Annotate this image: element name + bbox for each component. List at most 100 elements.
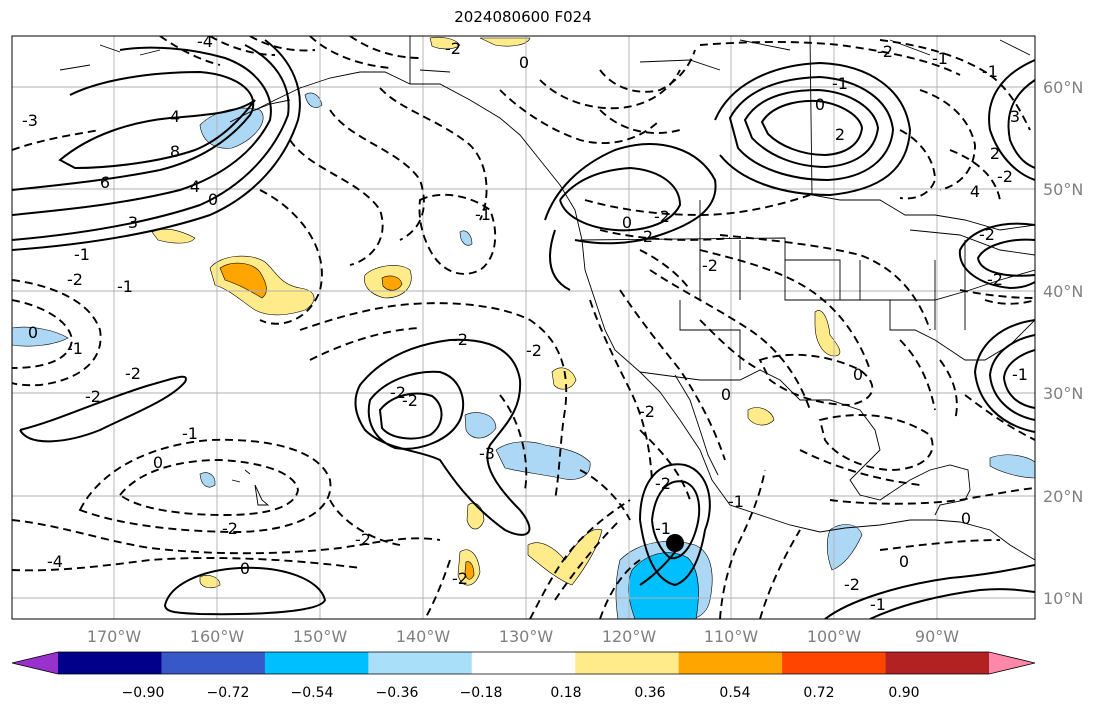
contour-label: -1 <box>832 74 848 93</box>
contour-labels: -4-3 486 430-1-2 -10-1-2-2-10-2-20-4-2-20-2… <box>22 32 1028 614</box>
latitude-labels: 60°N 50°N 40°N 30°N 20°N 10°N <box>1043 78 1083 608</box>
contour-label: 0 <box>815 95 825 114</box>
map-title: 2024080600 F024 <box>454 8 592 26</box>
map-panel <box>12 36 1035 619</box>
lon-label: 100°W <box>807 627 862 646</box>
contour-label: -2 <box>445 39 461 58</box>
contour-label: -4 <box>197 32 213 51</box>
lon-label: 140°W <box>396 627 451 646</box>
contour-label: 6 <box>100 173 110 192</box>
contour-label: 0 <box>28 323 38 342</box>
negative-area <box>464 412 497 439</box>
lat-label: 60°N <box>1043 78 1083 97</box>
colorbar-segment <box>782 652 887 674</box>
contour-label: -1 <box>182 424 198 443</box>
contour-label: -1 <box>870 595 886 614</box>
contour-label: 2 <box>835 125 845 144</box>
colorbar-segment <box>575 652 680 674</box>
contour-label: 8 <box>170 142 180 161</box>
colorbar-outline <box>11 651 1036 675</box>
contour-label: 0 <box>899 552 909 571</box>
contour-label: -2 <box>452 330 468 349</box>
negative-area <box>304 92 323 108</box>
contour-label: -4 <box>47 552 63 571</box>
lat-label: 20°N <box>1043 487 1083 506</box>
contour-label: -2 <box>125 364 141 383</box>
contour-label: -2 <box>390 383 406 402</box>
colorbar-extend-min <box>12 652 58 674</box>
positive-area <box>527 528 603 586</box>
contour-label: -2 <box>67 270 83 289</box>
contour-label: -2 <box>526 341 542 360</box>
contour-label: 4 <box>170 107 180 126</box>
storm-center-marker <box>666 534 684 552</box>
lon-label: 170°W <box>87 627 142 646</box>
negative-area <box>989 454 1035 479</box>
colorbar-segment <box>58 652 162 674</box>
strong-positive-area <box>219 262 267 299</box>
contour-label: 3 <box>128 213 138 232</box>
positive-area <box>551 367 577 390</box>
contour-label: 0 <box>853 365 863 384</box>
contour-label: -3 <box>22 111 38 130</box>
positive-area <box>479 37 531 47</box>
contour-label: 0 <box>519 53 529 72</box>
lon-label: 110°W <box>704 627 759 646</box>
contour-label: -2 <box>655 474 671 493</box>
contour-label: -2 <box>877 42 893 61</box>
contour-label: -1 <box>1012 365 1028 384</box>
contour-label: -2 <box>987 270 1003 289</box>
lon-label: 160°W <box>190 627 245 646</box>
contour-label: -1 <box>117 277 133 296</box>
contour-label: -1 <box>655 519 671 538</box>
contour-label: -2 <box>639 402 655 421</box>
positive-area <box>747 407 775 426</box>
colorbar-segment <box>678 652 783 674</box>
negative-area <box>459 230 473 246</box>
colorbar-segment <box>885 652 990 674</box>
colorbar-tick-label: 0.72 <box>803 685 834 701</box>
colorbar-tick-label: −0.36 <box>376 685 419 701</box>
lat-label: 10°N <box>1043 589 1083 608</box>
contour-label: 0 <box>240 559 250 578</box>
contour-label: -2 <box>844 575 860 594</box>
contour-label: 3 <box>1010 107 1020 126</box>
colorbar-segment <box>161 652 266 674</box>
solid-contours <box>12 39 1035 619</box>
colorbar <box>11 651 1036 675</box>
contour-label: -2 <box>979 225 995 244</box>
lon-label: 150°W <box>293 627 348 646</box>
strong-positive-area <box>464 561 475 580</box>
contour-label: -1 <box>475 205 491 224</box>
colorbar-labels: −0.90 −0.72 −0.54 −0.36 −0.18 0.18 0.36 … <box>122 685 920 701</box>
contour-label: -2 <box>997 167 1013 186</box>
dashed-contours <box>12 36 1035 619</box>
colorbar-tick-label: 0.90 <box>888 685 919 701</box>
contour-label: -2 <box>222 519 238 538</box>
contour-label: -2 <box>355 530 371 549</box>
contour-label: -1 <box>932 49 948 68</box>
negative-area <box>12 326 69 347</box>
contour-label: -3 <box>479 444 495 463</box>
longitude-labels: 170°W 160°W 150°W 140°W 130°W 120°W 110°… <box>87 627 959 646</box>
contour-label: -2 <box>654 207 670 226</box>
contour-label: -1 <box>67 339 83 358</box>
contour-label: 0 <box>622 213 632 232</box>
contour-label: 4 <box>190 177 200 196</box>
positive-area <box>429 36 461 50</box>
contour-label: -2 <box>85 387 101 406</box>
contour-label: 4 <box>970 182 980 201</box>
lon-label: 120°W <box>602 627 657 646</box>
contour-label: 2 <box>643 227 653 246</box>
colorbar-segment <box>264 652 369 674</box>
contour-label: 2 <box>990 144 1000 163</box>
contour-label: -1 <box>728 492 744 511</box>
negative-area <box>199 472 216 488</box>
anomaly-shading <box>12 36 1035 619</box>
negative-area <box>495 441 591 480</box>
colorbar-tick-label: 0.18 <box>550 685 581 701</box>
contour-label: 0 <box>208 190 218 209</box>
contour-label: 0 <box>721 385 731 404</box>
colorbar-tick-label: −0.90 <box>122 685 165 701</box>
contour-label: -1 <box>74 245 90 264</box>
